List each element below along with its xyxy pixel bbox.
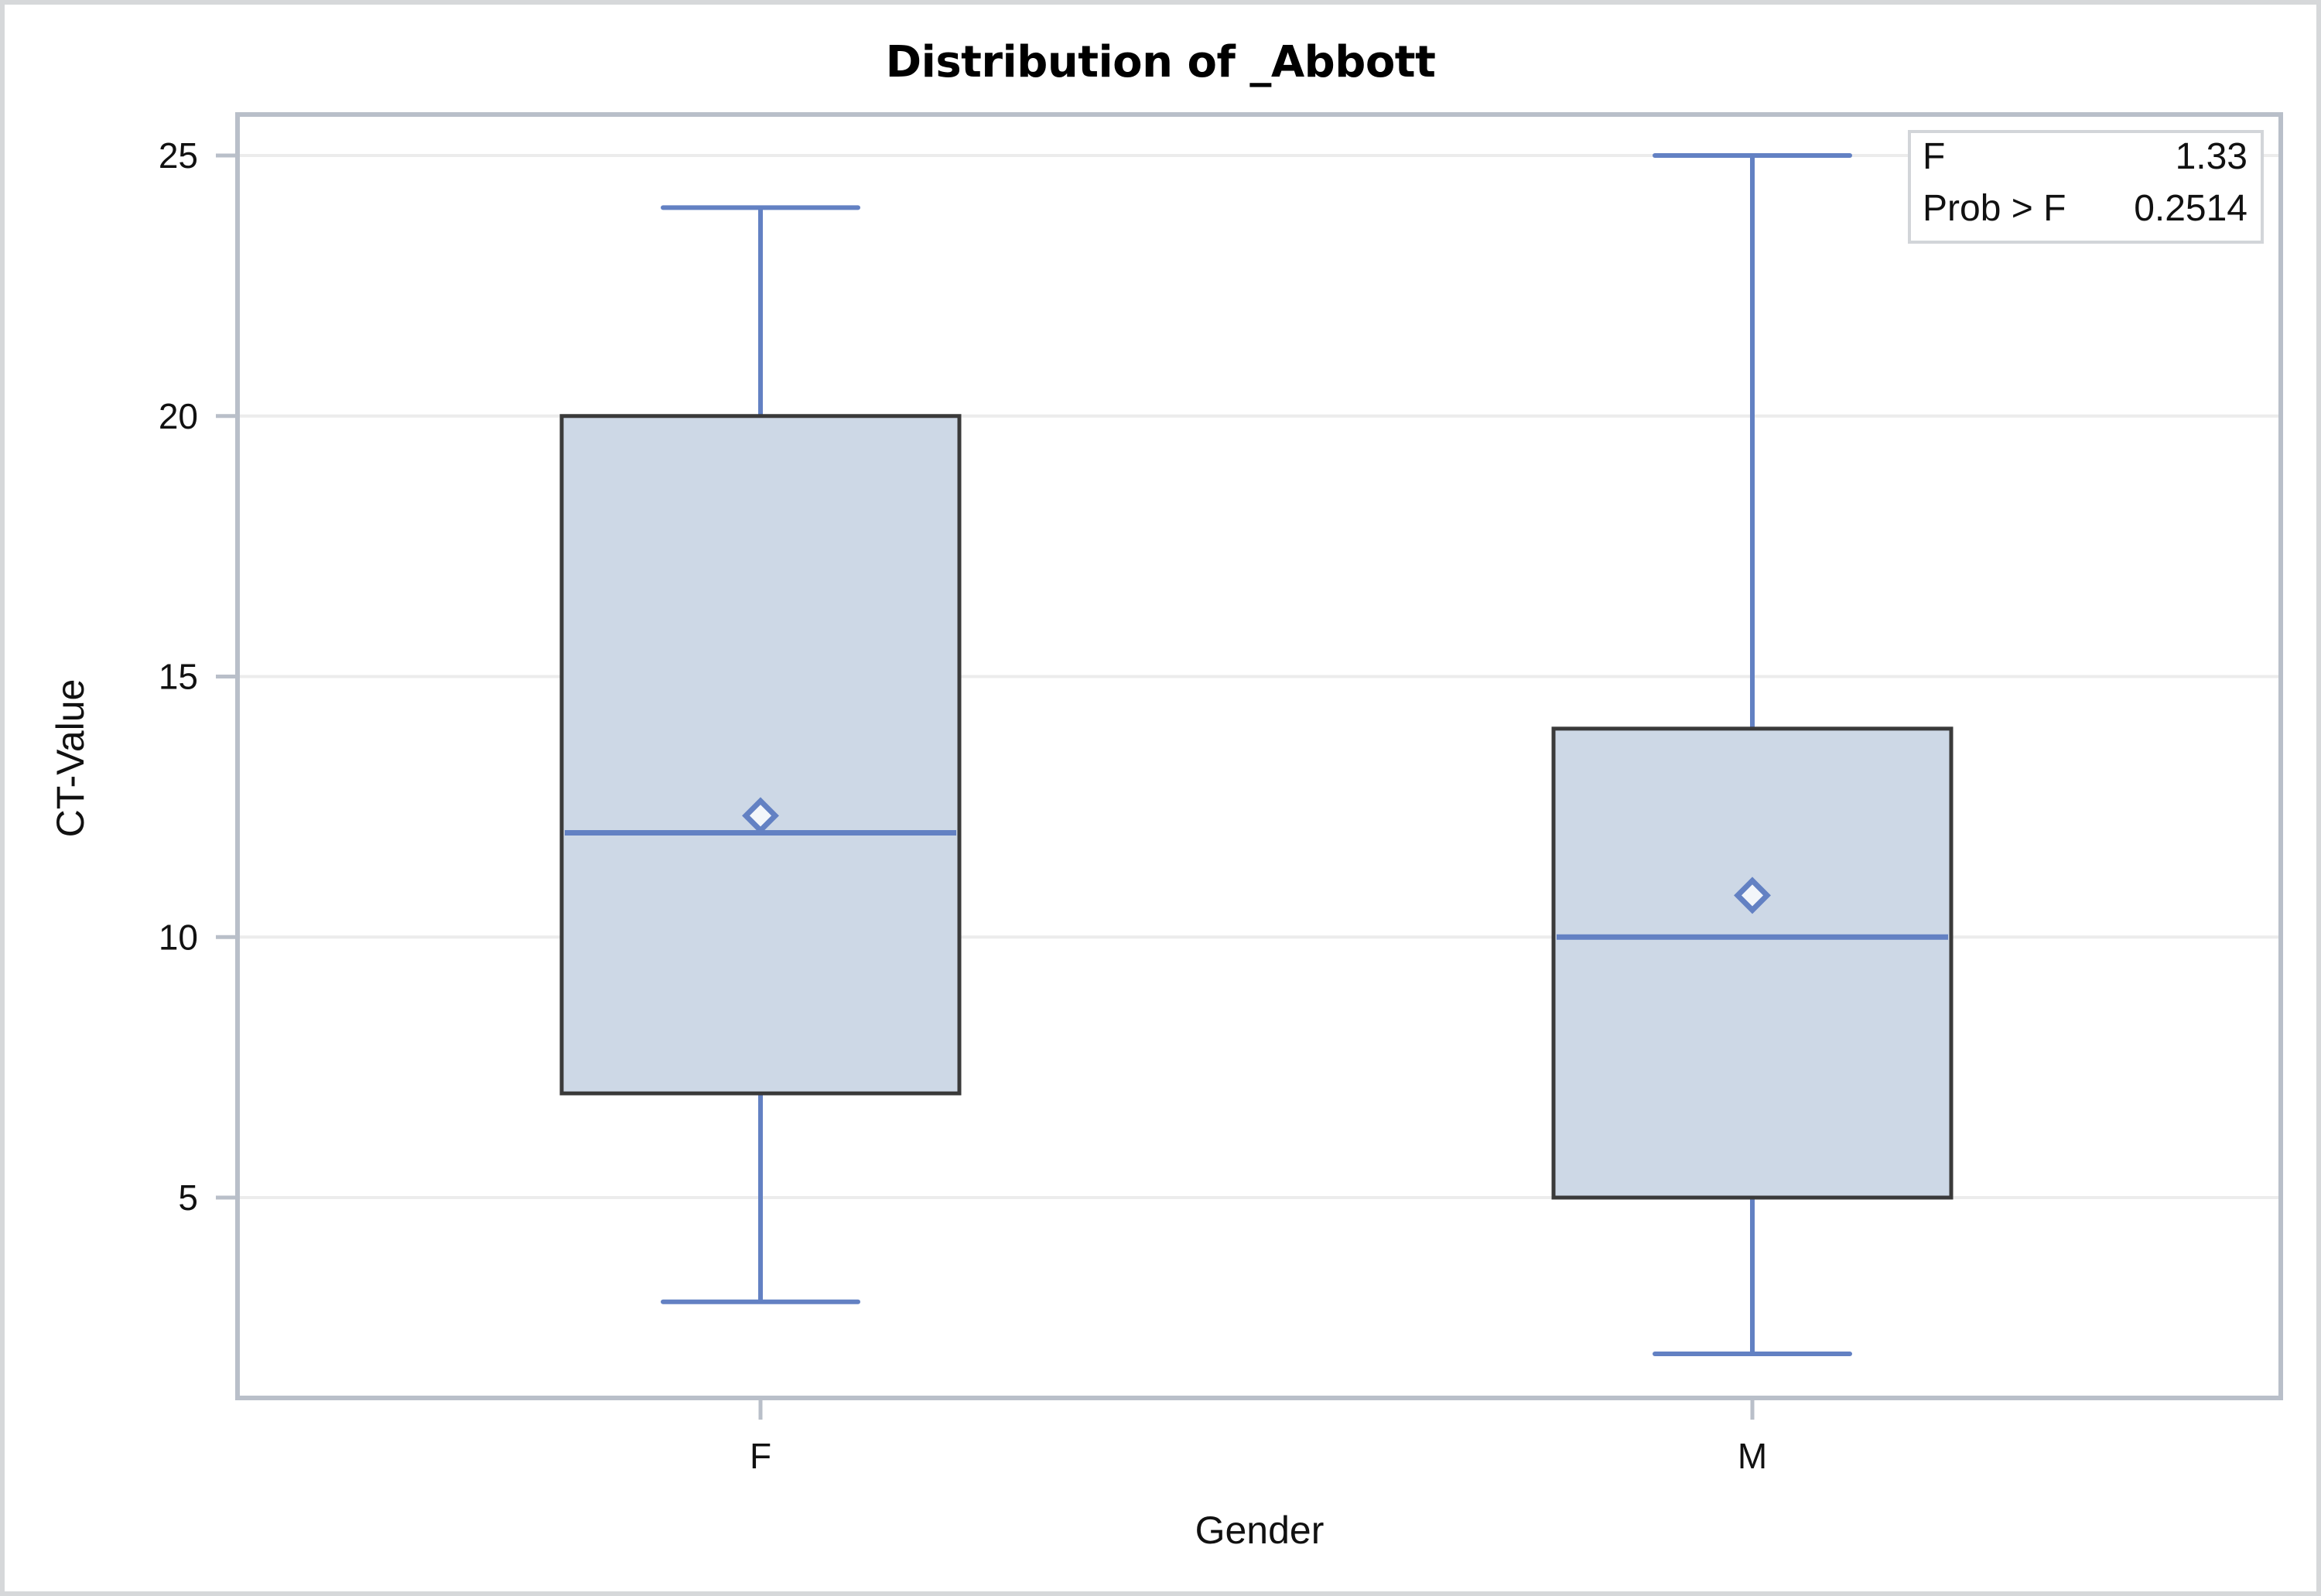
y-tick-label: 15 [159,657,198,697]
y-tick-label: 20 [159,396,198,436]
x-tick-label: F [750,1436,771,1476]
stats-prob-label: Prob > F [1923,188,2066,229]
chart-title: Distribution of _Abbott [885,37,1436,87]
stats-inset: F 1.33 Prob > F 0.2514 [1908,130,2264,244]
iqr-box [1551,726,1954,1200]
y-tick-label: 10 [159,917,198,957]
box-series [559,153,1954,1357]
x-tick-label: M [1738,1436,1767,1476]
y-tick-label: 5 [178,1177,198,1218]
y-axis-label: CT-Value [49,679,92,838]
y-axis: 5 10 15 20 25 [159,135,238,1218]
stats-inset-box [1908,130,2264,244]
plot-area-frame [235,112,2283,1400]
stats-prob-value: 0.2514 [2134,188,2248,229]
stats-f-value: 1.33 [2176,136,2248,177]
x-axis-label: Gender [1195,1509,1325,1552]
mean-marker-icon [742,797,779,835]
stats-f-label: F [1923,136,1945,177]
box-m [1551,153,1954,1357]
y-tick-label: 25 [159,135,198,176]
iqr-box [559,414,962,1095]
mean-marker-icon [1734,877,1771,914]
box-f [559,205,962,1304]
gridlines [238,154,2281,1199]
